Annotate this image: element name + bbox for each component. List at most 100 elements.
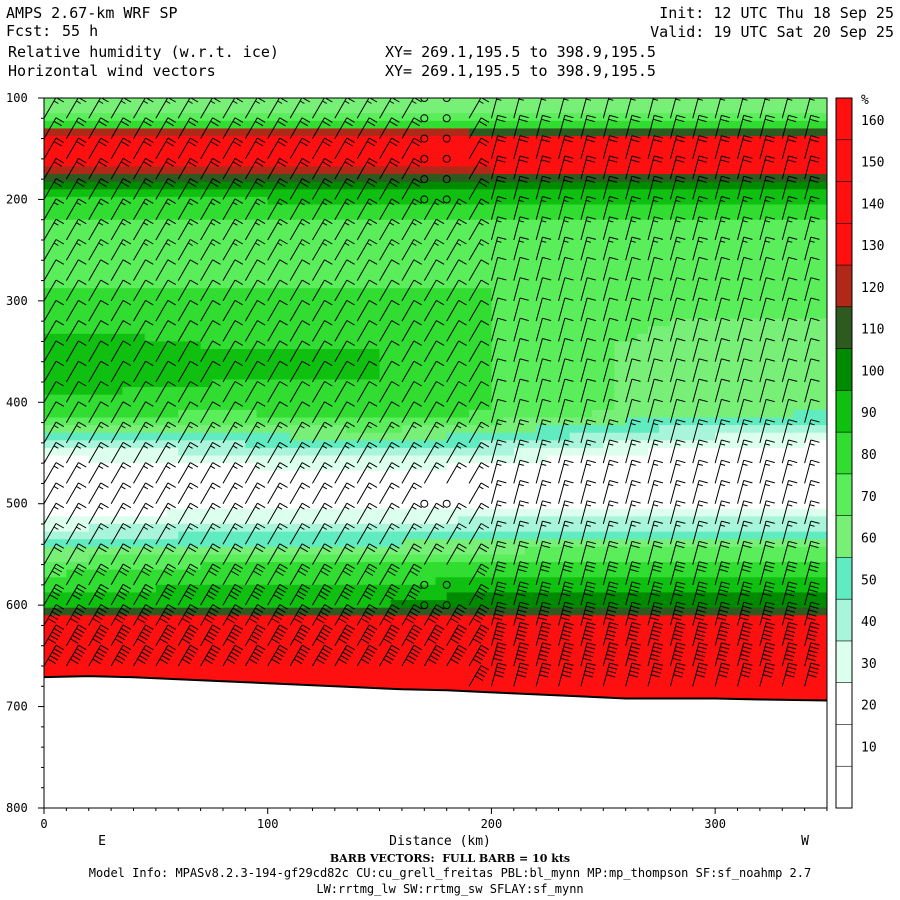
- rh-cell: [368, 227, 381, 236]
- rh-cell: [413, 105, 425, 114]
- rh-cell: [413, 151, 425, 160]
- rh-cell: [346, 447, 358, 457]
- rh-cell: [457, 341, 470, 350]
- rh-cell: [234, 402, 246, 411]
- rh-cell: [111, 394, 123, 403]
- rh-cell: [715, 447, 727, 457]
- rh-cell: [536, 584, 548, 594]
- rh-cell: [379, 577, 392, 586]
- rh-cell: [524, 181, 537, 190]
- rh-cell: [681, 394, 694, 403]
- rh-cell: [55, 333, 67, 343]
- rh-cell: [670, 409, 683, 419]
- rh-cell: [278, 554, 291, 563]
- rh-cell: [592, 569, 604, 578]
- rh-cell: [659, 318, 671, 327]
- rh-cell: [267, 425, 280, 434]
- rh-cell: [379, 539, 392, 548]
- rh-cell: [334, 577, 347, 586]
- rh-cell: [189, 341, 202, 350]
- rh-cell: [569, 219, 582, 228]
- rh-cell: [446, 683, 459, 692]
- rh-cell: [189, 196, 202, 206]
- rh-cell: [278, 242, 291, 251]
- rh-cell: [77, 493, 90, 502]
- rh-cell: [211, 98, 224, 107]
- rh-cell: [636, 341, 649, 350]
- rh-cell: [301, 265, 314, 274]
- rh-cell: [301, 212, 314, 221]
- rh-cell: [536, 250, 548, 259]
- rh-cell: [580, 151, 593, 160]
- rh-cell: [737, 311, 750, 320]
- rh-cell: [625, 166, 638, 175]
- rh-cell: [122, 394, 135, 403]
- rh-cell: [435, 349, 448, 358]
- rh-cell: [592, 432, 604, 441]
- rh-cell: [278, 577, 291, 586]
- rh-cell: [670, 493, 683, 502]
- rh-cell: [267, 303, 280, 312]
- rh-cell: [703, 554, 716, 563]
- rh-cell: [357, 242, 369, 251]
- rh-cell: [513, 387, 526, 396]
- rh-cell: [524, 615, 537, 624]
- rh-cell: [55, 219, 67, 228]
- rh-cell: [245, 250, 258, 259]
- rh-cell: [245, 242, 258, 251]
- rh-cell: [55, 158, 67, 168]
- rh-cell: [625, 516, 638, 525]
- rh-cell: [256, 432, 269, 441]
- rh-cell: [413, 189, 425, 198]
- rh-cell: [547, 569, 560, 578]
- rh-cell: [211, 638, 224, 647]
- rh-cell: [715, 569, 727, 578]
- rh-cell: [256, 394, 269, 403]
- rh-cell: [390, 333, 403, 343]
- rh-cell: [155, 158, 168, 168]
- rh-cell: [379, 341, 392, 350]
- rh-cell: [278, 356, 291, 365]
- rh-cell: [189, 425, 202, 434]
- rh-cell: [256, 600, 269, 609]
- rh-cell: [547, 250, 560, 259]
- rh-cell: [524, 295, 537, 304]
- rh-cell: [648, 349, 660, 358]
- rh-cell: [636, 371, 649, 381]
- rh-cell: [659, 668, 671, 677]
- rh-cell: [88, 181, 101, 190]
- rh-cell: [99, 280, 112, 289]
- rh-cell: [469, 98, 481, 107]
- rh-cell: [435, 622, 448, 632]
- rh-cell: [357, 478, 369, 487]
- rh-cell: [267, 318, 280, 327]
- rh-cell: [659, 143, 671, 152]
- rh-cell: [435, 333, 448, 343]
- rh-cell: [66, 409, 79, 419]
- rh-cell: [155, 212, 168, 221]
- rh-cell: [200, 379, 213, 388]
- rh-cell: [524, 356, 537, 365]
- rh-cell: [155, 638, 168, 647]
- rh-cell: [301, 409, 314, 419]
- rh-cell: [614, 265, 627, 274]
- rh-cell: [200, 546, 213, 556]
- rh-cell: [290, 250, 302, 259]
- rh-cell: [66, 638, 79, 647]
- rh-cell: [547, 402, 560, 411]
- rh-cell: [55, 531, 67, 540]
- rh-cell: [211, 143, 224, 152]
- rh-cell: [77, 326, 90, 335]
- rh-cell: [301, 440, 314, 449]
- rh-cell: [424, 470, 437, 479]
- rh-cell: [435, 562, 448, 571]
- rh-cell: [99, 136, 112, 145]
- rh-cell: [222, 432, 235, 441]
- rh-cell: [178, 196, 191, 206]
- rh-cell: [401, 288, 414, 297]
- rh-cell: [480, 227, 493, 236]
- rh-cell: [625, 455, 638, 464]
- forecast-hour: 55 h: [62, 22, 99, 40]
- rh-cell: [144, 524, 157, 533]
- rh-cell: [357, 303, 369, 312]
